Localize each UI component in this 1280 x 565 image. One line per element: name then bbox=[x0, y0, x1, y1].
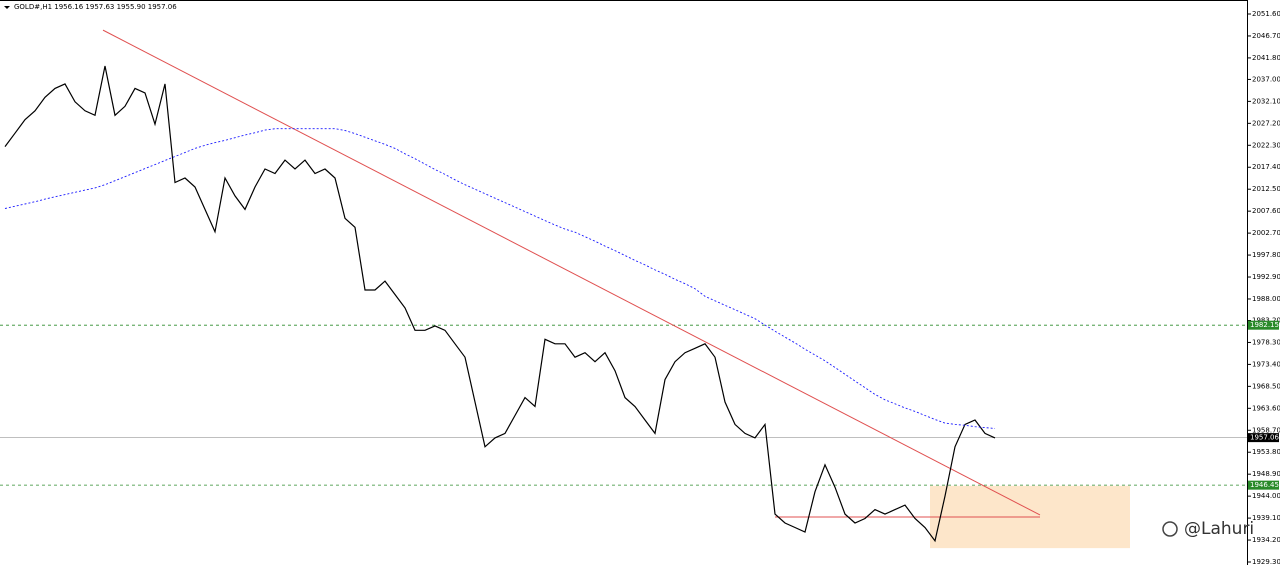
y-tick-label: 2027.20 bbox=[1252, 119, 1280, 127]
chart-header: GOLD#,H1 1956.16 1957.63 1955.90 1957.06 bbox=[14, 3, 177, 11]
price-tag bbox=[1248, 320, 1279, 330]
y-tick-label: 1973.40 bbox=[1252, 360, 1280, 368]
y-tick-label: 1948.90 bbox=[1252, 470, 1280, 478]
y-tick-label: 1958.70 bbox=[1252, 426, 1280, 434]
y-tick-label: 1968.50 bbox=[1252, 382, 1280, 390]
y-tick-label: 2017.40 bbox=[1252, 163, 1280, 171]
y-tick-label: 2012.50 bbox=[1252, 185, 1280, 193]
y-tick-label: 2037.00 bbox=[1252, 75, 1280, 83]
y-tick-label: 1988.00 bbox=[1252, 295, 1280, 303]
y-tick-label: 1997.80 bbox=[1252, 251, 1280, 259]
y-tick-label: 1939.10 bbox=[1252, 514, 1280, 522]
y-tick-label: 2022.30 bbox=[1252, 141, 1280, 149]
price-tag-label: 1946.45 bbox=[1250, 481, 1279, 489]
moving-average bbox=[4, 128, 996, 429]
trend-line bbox=[102, 29, 1041, 516]
price-line bbox=[4, 65, 996, 543]
y-tick-label: 2032.10 bbox=[1252, 97, 1280, 105]
y-tick-label: 2051.60 bbox=[1252, 10, 1280, 18]
price-tag-label: 1982.15 bbox=[1250, 321, 1279, 329]
y-tick-label: 1978.30 bbox=[1252, 338, 1280, 346]
price-tag bbox=[1248, 480, 1279, 490]
y-tick-label: 1944.00 bbox=[1252, 492, 1280, 500]
watermark-text: @Lahuri bbox=[1184, 519, 1254, 539]
y-tick-label: 1963.60 bbox=[1252, 404, 1280, 412]
watermark-icon bbox=[1162, 521, 1178, 537]
symbol-menu-arrow[interactable] bbox=[4, 6, 10, 9]
y-tick-label: 2002.70 bbox=[1252, 229, 1280, 237]
price-tag-label: 1957.06 bbox=[1250, 434, 1279, 442]
y-tick-label: 1934.20 bbox=[1252, 536, 1280, 544]
y-tick-label: 2041.80 bbox=[1252, 54, 1280, 62]
y-tick-label: 1992.90 bbox=[1252, 273, 1280, 281]
plot-area bbox=[0, 29, 1247, 549]
watermark: @Lahuri bbox=[1162, 519, 1254, 539]
y-tick-label: 2007.60 bbox=[1252, 207, 1280, 215]
y-tick-label: 1929.30 bbox=[1252, 558, 1280, 565]
y-tick-label: 1953.80 bbox=[1252, 448, 1280, 456]
y-tick-label: 1983.20 bbox=[1252, 316, 1280, 324]
price-tag bbox=[1248, 433, 1279, 443]
y-tick-label: 2046.70 bbox=[1252, 32, 1280, 40]
